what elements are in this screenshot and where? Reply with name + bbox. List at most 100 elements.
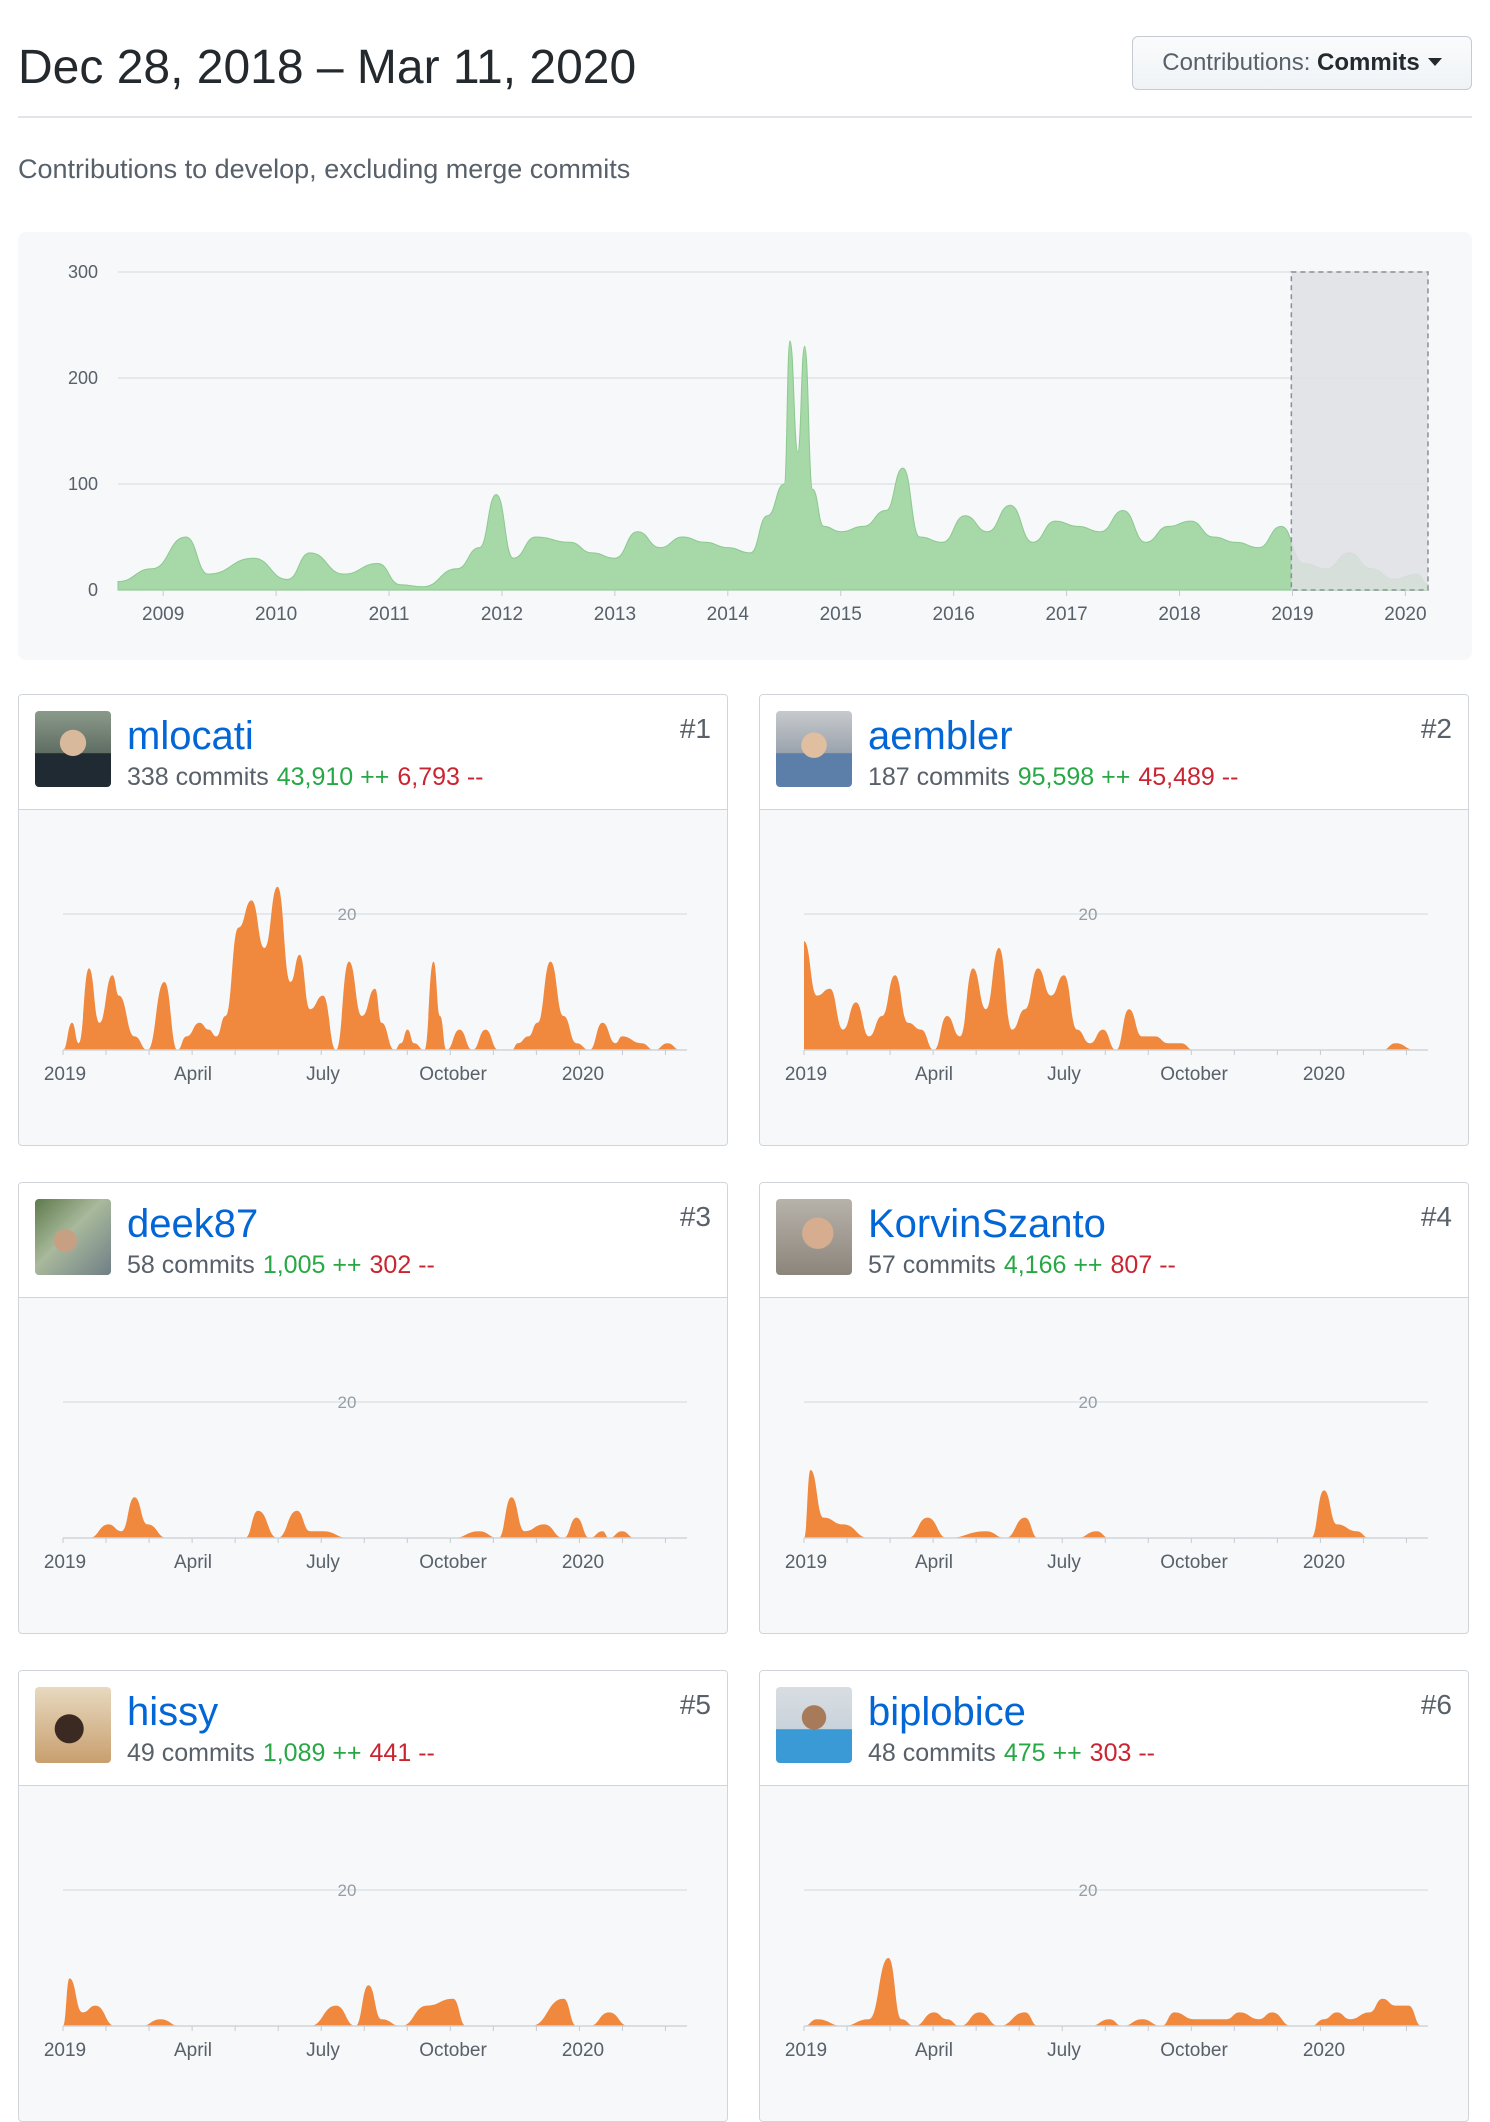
contributor-x-tick-label: October <box>1160 1552 1228 1573</box>
overview-chart[interactable]: 0 100 200 300 2009 2010 2011 2012 2013 2014 2015 20… <box>18 232 1472 660</box>
contributor-stats: 58 commits 1,005 ++ 302 -- <box>127 1249 435 1281</box>
deletions-count: 807 -- <box>1110 1251 1176 1279</box>
overview-selection-brush[interactable] <box>1290 271 1429 591</box>
contributor-x-tick-label: April <box>915 1064 953 1085</box>
commit-count: 48 commits <box>868 1739 996 1767</box>
overview-x-tick-label: 2013 <box>594 604 636 625</box>
date-range-title: Dec 28, 2018 – Mar 11, 2020 <box>18 41 637 94</box>
contributor-card-header: biplobice 48 commits 475 ++ 303 -- #6 <box>760 1671 1468 1786</box>
contributor-x-tick-label: October <box>1160 1064 1228 1085</box>
contributor-y-tick-label: 20 <box>1079 905 1098 924</box>
contributor-stats: 48 commits 475 ++ 303 -- <box>868 1737 1155 1769</box>
contributor-commits-area <box>804 1958 1428 2026</box>
contributor-card-header: KorvinSzanto 57 commits 4,166 ++ 807 -- #4 <box>760 1183 1468 1298</box>
contributor-x-tick-label: July <box>1047 2040 1081 2061</box>
contributor-username-link[interactable]: deek87 <box>127 1202 259 1246</box>
overview-y-tick-label: 100 <box>68 474 98 494</box>
contributor-card-header: hissy 49 commits 1,089 ++ 441 -- #5 <box>19 1671 727 1786</box>
contributor-card: biplobice 48 commits 475 ++ 303 -- #6 20 2019 A… <box>759 1670 1469 2122</box>
overview-x-tick-label: 2018 <box>1158 604 1200 625</box>
commit-count: 338 commits <box>127 763 269 791</box>
additions-count: 4,166 ++ <box>1003 1251 1103 1279</box>
contributor-rank: #1 <box>679 713 711 744</box>
overview-x-tick-label: 2015 <box>820 604 862 625</box>
contributor-x-tick-label: 2019 <box>44 1064 86 1085</box>
contributor-x-tick-label: 2020 <box>1303 1552 1345 1573</box>
contributor-card-header: deek87 58 commits 1,005 ++ 302 -- #3 <box>19 1183 727 1298</box>
avatar[interactable] <box>35 1199 111 1275</box>
contributor-rank: #5 <box>679 1689 711 1720</box>
contributor-rank: #4 <box>1420 1201 1452 1232</box>
contributor-chart[interactable]: 20 2019 April July October 2020 <box>760 1786 1467 2121</box>
contributor-x-tick-label: July <box>1047 1064 1081 1085</box>
overview-x-tick-label: 2016 <box>933 604 975 625</box>
contributor-y-tick-label: 20 <box>1079 1881 1098 1900</box>
contributor-x-tick-label: 2020 <box>1303 1064 1345 1085</box>
contributor-x-tick-label: April <box>174 1064 212 1085</box>
avatar[interactable] <box>35 1687 111 1763</box>
contributor-stats: 49 commits 1,089 ++ 441 -- <box>127 1737 435 1769</box>
contributor-commits-area <box>63 1497 687 1538</box>
avatar[interactable] <box>776 711 852 787</box>
contributor-x-tick-label: July <box>1047 1552 1081 1573</box>
contributor-rank: #3 <box>679 1201 711 1232</box>
commit-count: 187 commits <box>868 763 1010 791</box>
overview-chart-svg: 0 100 200 300 2009 2010 2011 2012 2013 2014 2015 20… <box>68 262 1429 625</box>
contributor-x-tick-label: July <box>306 2040 340 2061</box>
contributor-chart[interactable]: 20 2019 April July October 2020 <box>19 1786 726 2121</box>
contributor-username-link[interactable]: biplobice <box>868 1690 1026 1734</box>
overview-x-tick-label: 2020 <box>1384 604 1426 625</box>
contributor-y-tick-label: 20 <box>338 1881 357 1900</box>
contributor-x-tick-label: 2019 <box>44 1552 86 1573</box>
commit-count: 57 commits <box>868 1251 996 1279</box>
contributor-commits-area <box>804 1470 1428 1538</box>
contributor-x-tick-label: April <box>915 1552 953 1573</box>
contributor-x-tick-label: October <box>419 2040 487 2061</box>
contributor-x-tick-label: 2019 <box>44 2040 86 2061</box>
additions-count: 1,089 ++ <box>262 1739 362 1767</box>
contributor-x-tick-label: 2020 <box>562 1552 604 1573</box>
contributor-x-tick-label: 2019 <box>785 2040 827 2061</box>
contributor-x-tick-label: October <box>419 1064 487 1085</box>
contributor-username-link[interactable]: KorvinSzanto <box>868 1202 1106 1246</box>
contributor-chart[interactable]: 20 2019 April July October 2020 <box>19 810 726 1145</box>
contributor-card: hissy 49 commits 1,089 ++ 441 -- #5 20 2019 Apr… <box>18 1670 728 2122</box>
contributor-x-tick-label: 2020 <box>1303 2040 1345 2061</box>
contributor-rank: #6 <box>1420 1689 1452 1720</box>
contributor-x-tick-label: 2019 <box>785 1552 827 1573</box>
contributor-chart[interactable]: 20 2019 April July October 2020 <box>19 1298 726 1633</box>
contributor-x-tick-label: 2020 <box>562 2040 604 2061</box>
contributor-card: aembler 187 commits 95,598 ++ 45,489 -- #2 20… <box>759 694 1469 1146</box>
contributions-dropdown-button[interactable]: Contributions: Commits <box>1132 36 1472 90</box>
avatar[interactable] <box>776 1687 852 1763</box>
deletions-count: 6,793 -- <box>397 763 484 791</box>
contributor-x-tick-label: July <box>306 1552 340 1573</box>
contributor-chart[interactable]: 20 2019 April July October 2020 <box>760 810 1467 1145</box>
contributor-x-tick-label: October <box>419 1552 487 1573</box>
additions-count: 43,910 ++ <box>276 763 390 791</box>
contributor-username-link[interactable]: aembler <box>868 714 1013 758</box>
contributor-username-link[interactable]: hissy <box>127 1690 219 1734</box>
contributor-y-tick-label: 20 <box>338 905 357 924</box>
contributions-label: Contributions: <box>1162 49 1311 76</box>
contributor-card-header: mlocati 338 commits 43,910 ++ 6,793 -- #1 <box>19 695 727 810</box>
contributor-x-tick-label: April <box>174 2040 212 2061</box>
contributor-x-tick-label: 2019 <box>785 1064 827 1085</box>
contributor-x-tick-label: October <box>1160 2040 1228 2061</box>
avatar[interactable] <box>776 1199 852 1275</box>
deletions-count: 441 -- <box>369 1739 435 1767</box>
contributor-commits-area <box>63 886 681 1050</box>
avatar[interactable] <box>35 711 111 787</box>
overview-y-tick-label: 200 <box>68 368 98 388</box>
contributor-y-tick-label: 20 <box>1079 1393 1098 1412</box>
contributor-stats: 338 commits 43,910 ++ 6,793 -- <box>127 761 484 793</box>
overview-y-tick-label: 0 <box>88 580 98 600</box>
deletions-count: 303 -- <box>1089 1739 1155 1767</box>
contributor-username-link[interactable]: mlocati <box>127 714 254 758</box>
contributor-card: mlocati 338 commits 43,910 ++ 6,793 -- #1 20 2… <box>18 694 728 1146</box>
additions-count: 1,005 ++ <box>262 1251 362 1279</box>
additions-count: 475 ++ <box>1003 1739 1082 1767</box>
contributor-chart[interactable]: 20 2019 April July October 2020 <box>760 1298 1467 1633</box>
contributions-value: Commits <box>1317 49 1420 76</box>
deletions-count: 302 -- <box>369 1251 435 1279</box>
